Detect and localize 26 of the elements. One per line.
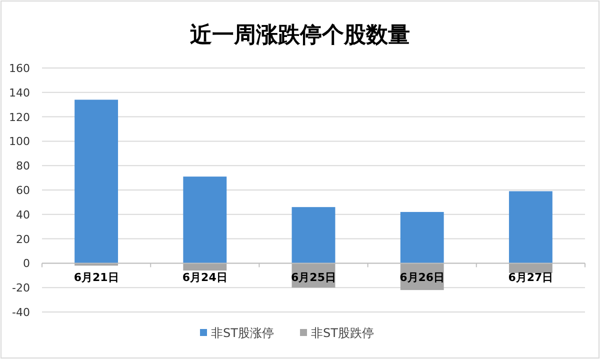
- y-tick-label: -20: [12, 282, 30, 295]
- legend-label: 非ST股跌停: [311, 326, 374, 340]
- legend-label: 非ST股涨停: [211, 326, 274, 340]
- bar: [292, 207, 336, 264]
- x-tick-label: 6月21日: [74, 271, 119, 284]
- bar: [508, 263, 552, 273]
- x-tick-label: 6月27日: [508, 271, 554, 284]
- x-tick-label: 6月26日: [400, 271, 445, 284]
- bar: [183, 176, 227, 264]
- y-tick-label: 120: [9, 110, 30, 124]
- y-tick-label: -40: [12, 306, 30, 319]
- chart-title: 近一周涨跌停个股数量: [189, 23, 410, 48]
- x-tick-label: 6月24日: [182, 271, 228, 284]
- y-tick-label: 20: [16, 232, 30, 246]
- y-tick-label: 60: [16, 184, 30, 197]
- y-tick-label: 40: [16, 208, 30, 222]
- bar: [74, 100, 118, 264]
- y-tick-label: 160: [9, 62, 30, 75]
- y-tick-label: 140: [9, 86, 30, 100]
- y-tick-label: 100: [9, 135, 30, 148]
- bar: [508, 191, 552, 264]
- bar: [183, 263, 227, 271]
- bar: [400, 212, 444, 264]
- x-tick-label: 6月25日: [291, 271, 336, 284]
- y-tick-label: 0: [23, 257, 30, 270]
- y-tick-label: 80: [16, 160, 30, 173]
